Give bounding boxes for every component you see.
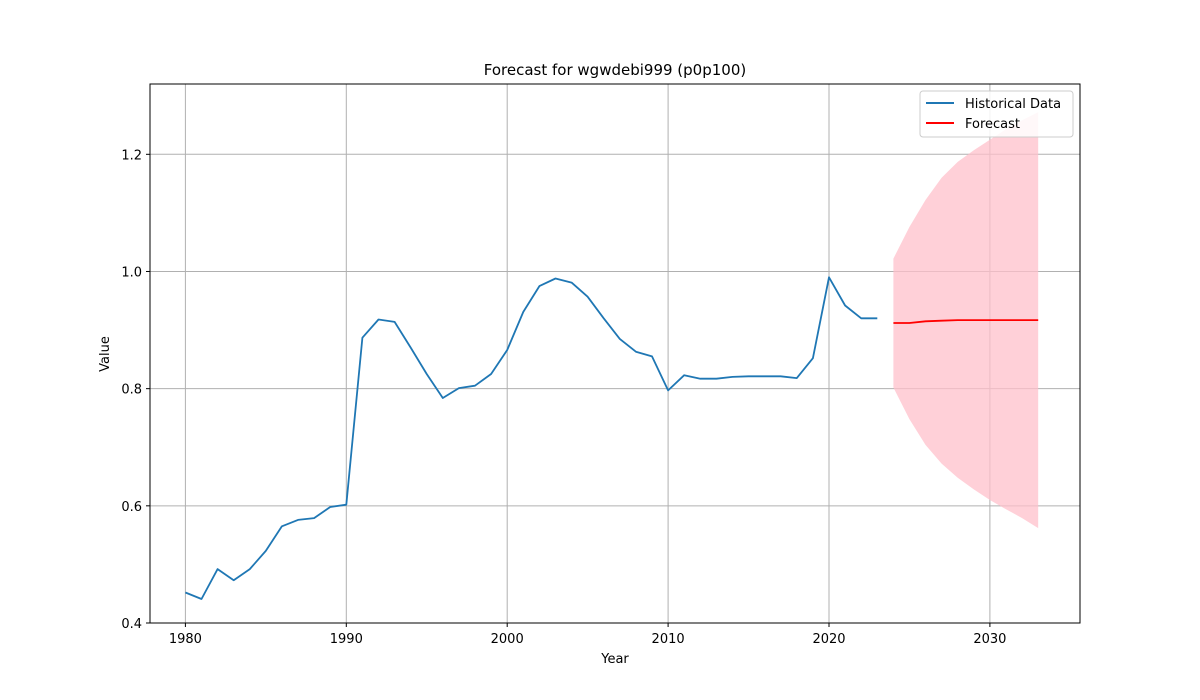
y-tick-label: 1.0 (121, 265, 142, 280)
x-tick-label: 1980 (169, 632, 202, 647)
y-tick-label: 1.2 (121, 148, 142, 163)
legend: Historical Data Forecast (919, 90, 1074, 138)
x-tick-label: 2010 (652, 632, 685, 647)
series-layer (185, 276, 1039, 600)
legend-label-historical: Historical Data (965, 97, 1061, 112)
chart-title: Forecast for wgwdebi999 (p0p100) (484, 61, 746, 79)
legend-label-forecast: Forecast (965, 117, 1020, 132)
ticks: 1980 1990 2000 2010 2020 2030 0.4 0.6 0.8 1.0 1.2 (121, 148, 1006, 647)
forecast-line (893, 319, 1039, 324)
plot-frame (149, 83, 1081, 624)
x-axis-label: Year (600, 652, 629, 667)
x-tick-label: 2030 (973, 632, 1006, 647)
x-tick-label: 2000 (491, 632, 524, 647)
x-tick-label: 1990 (330, 632, 363, 647)
historical-data-line (185, 276, 878, 600)
y-axis-label: Value (98, 336, 113, 372)
x-tick-label: 2020 (812, 632, 845, 647)
y-tick-label: 0.6 (121, 500, 142, 515)
legend-box (919, 90, 1074, 138)
y-tick-label: 0.4 (121, 617, 142, 632)
y-tick-label: 0.8 (121, 383, 142, 398)
